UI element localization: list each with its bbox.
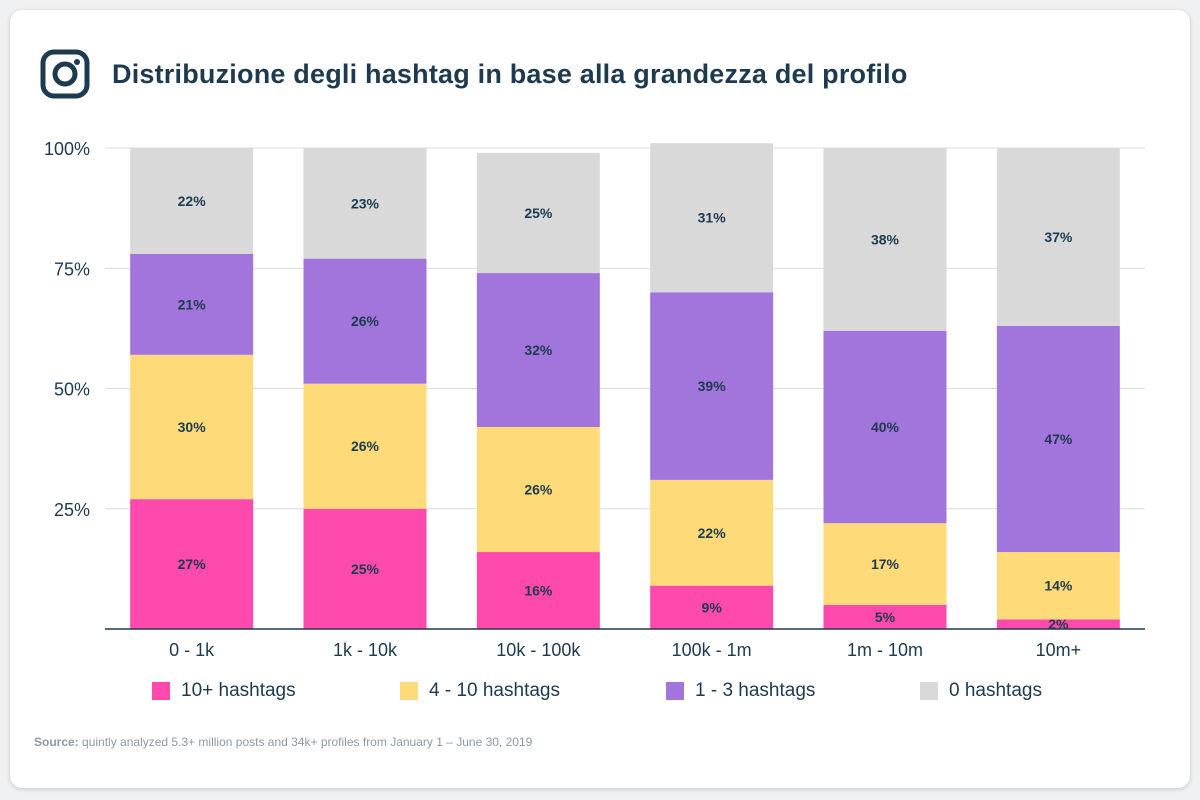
- legend-label: 1 - 3 hashtags: [695, 680, 816, 701]
- data-label: 26%: [524, 482, 553, 498]
- data-label: 40%: [871, 419, 900, 435]
- y-tick-label: 25%: [54, 500, 90, 520]
- source-label: Source:: [34, 735, 79, 749]
- data-label: 25%: [524, 205, 553, 221]
- source-note: Source: quintly analyzed 5.3+ million po…: [34, 735, 532, 749]
- x-tick-label: 1m - 10m: [847, 640, 923, 660]
- bar-segment: [823, 330, 947, 524]
- data-label: 39%: [698, 378, 727, 394]
- x-tick-label: 10m+: [1036, 640, 1082, 660]
- data-label: 32%: [524, 342, 553, 358]
- bar-segment: [650, 143, 774, 293]
- x-tick-label: 0 - 1k: [169, 640, 215, 660]
- chart-title: Distribuzione degli hashtag in base alla…: [112, 58, 908, 89]
- data-label: 25%: [351, 561, 380, 577]
- data-label: 27%: [178, 556, 207, 572]
- legend-swatch-gray: [920, 682, 938, 700]
- data-label: 5%: [875, 609, 896, 625]
- legend-label: 4 - 10 hashtags: [429, 680, 560, 701]
- bar-segment: [130, 354, 254, 500]
- y-tick-label: 100%: [44, 139, 90, 159]
- data-label: 16%: [524, 583, 553, 599]
- legend-label: 10+ hashtags: [181, 680, 296, 701]
- bar-segment: [303, 383, 427, 509]
- data-label: 30%: [178, 419, 207, 435]
- bar-segment: [130, 253, 254, 355]
- data-label: 9%: [702, 599, 723, 615]
- bar-segment: [996, 148, 1120, 326]
- data-label: 23%: [351, 195, 380, 211]
- bar-segment: [996, 619, 1120, 629]
- bar-segment: [303, 148, 427, 259]
- bar-segment: [823, 148, 947, 331]
- legend-item-4-10-hashtags: 4 - 10 hashtags: [400, 676, 560, 706]
- legend-swatch-pink: [152, 682, 170, 700]
- bar-segment: [476, 152, 600, 274]
- data-label: 21%: [178, 296, 207, 312]
- bar-segment: [650, 585, 774, 629]
- data-label: 38%: [871, 231, 900, 247]
- data-label: 26%: [351, 313, 380, 329]
- data-label: 2%: [1048, 616, 1069, 632]
- bar-segment: [130, 499, 254, 629]
- bar-segment: [476, 552, 600, 629]
- y-tick-label: 50%: [54, 380, 90, 400]
- legend-item-1-3-hashtags: 1 - 3 hashtags: [666, 676, 815, 706]
- x-tick-label: 10k - 100k: [496, 640, 581, 660]
- bar-segment: [996, 325, 1120, 553]
- data-label: 22%: [178, 193, 207, 209]
- chart-legend: 10+ hashtags 4 - 10 hashtags 1 - 3 hasht…: [140, 676, 1060, 706]
- instagram-icon: [40, 49, 90, 99]
- data-label: 37%: [1044, 229, 1073, 245]
- x-tick-label: 1k - 10k: [333, 640, 398, 660]
- bar-segment: [303, 508, 427, 629]
- bar-segment: [476, 273, 600, 427]
- data-label: 17%: [871, 556, 900, 572]
- data-label: 26%: [351, 438, 380, 454]
- legend-item-10plus-hashtags: 10+ hashtags: [152, 676, 296, 706]
- bar-segment: [823, 523, 947, 605]
- bar-segment: [823, 604, 947, 629]
- bar-segment: [303, 258, 427, 384]
- data-label: 47%: [1044, 431, 1073, 447]
- x-tick-label: 100k - 1m: [672, 640, 752, 660]
- legend-item-0-hashtags: 0 hashtags: [920, 676, 1042, 706]
- y-tick-label: 75%: [54, 259, 90, 279]
- source-text: quintly analyzed 5.3+ million posts and …: [78, 735, 533, 749]
- chart-header: Distribuzione degli hashtag in base alla…: [40, 46, 908, 102]
- legend-swatch-purple: [666, 682, 684, 700]
- bar-segment: [650, 292, 774, 480]
- bar-segment: [476, 426, 600, 553]
- bar-segment: [996, 552, 1120, 620]
- data-label: 22%: [698, 525, 727, 541]
- legend-label: 0 hashtags: [949, 680, 1042, 701]
- bar-segment: [650, 479, 774, 586]
- data-label: 31%: [698, 210, 727, 226]
- bar-segment: [130, 148, 254, 254]
- legend-swatch-yellow: [400, 682, 418, 700]
- data-label: 14%: [1044, 578, 1073, 594]
